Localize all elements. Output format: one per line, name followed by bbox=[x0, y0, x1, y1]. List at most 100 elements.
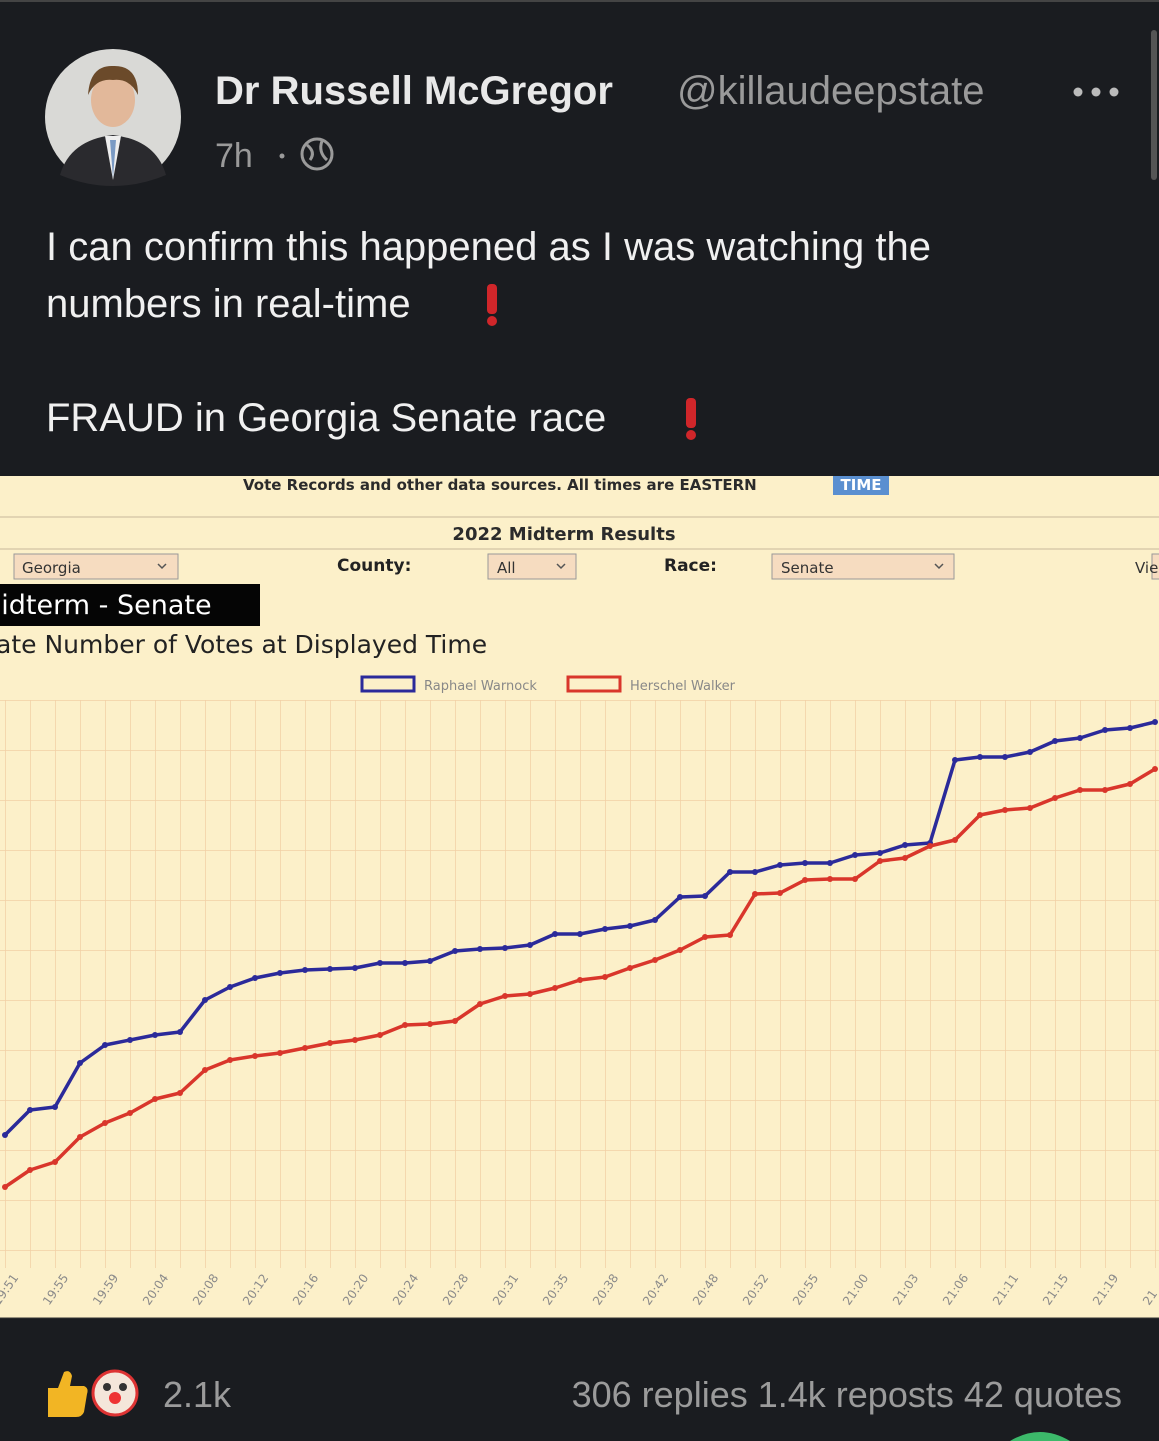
data-point bbox=[1052, 795, 1058, 801]
data-point bbox=[377, 960, 383, 966]
race-label: Race: bbox=[664, 556, 717, 576]
data-point bbox=[402, 960, 408, 966]
data-point bbox=[927, 843, 933, 849]
data-point bbox=[127, 1037, 133, 1043]
data-point bbox=[1102, 727, 1108, 733]
county-select[interactable] bbox=[487, 553, 577, 580]
data-point bbox=[677, 947, 683, 953]
heading: 2022 Midterm Results bbox=[452, 524, 675, 545]
county-label: County: bbox=[337, 556, 411, 576]
data-point bbox=[877, 858, 883, 864]
more-menu[interactable] bbox=[1073, 87, 1119, 97]
legend: Raphael Warnock Herschel Walker bbox=[360, 675, 736, 694]
data-point bbox=[577, 931, 583, 937]
quotes[interactable]: 42 quotes bbox=[964, 1374, 1122, 1415]
data-point bbox=[852, 876, 858, 882]
reposts[interactable]: 1.4k reposts bbox=[758, 1374, 954, 1415]
data-point bbox=[777, 862, 783, 868]
data-point bbox=[302, 967, 308, 973]
data-point bbox=[627, 923, 633, 929]
data-point bbox=[227, 984, 233, 990]
data-point bbox=[2, 1184, 8, 1190]
post-text-line: FRAUD in Georgia Senate race bbox=[46, 396, 606, 440]
data-point bbox=[627, 965, 633, 971]
data-point bbox=[902, 842, 908, 848]
chart-image[interactable]: Vote Records and other data sources. All… bbox=[0, 476, 1159, 1318]
data-point bbox=[102, 1042, 108, 1048]
data-point bbox=[727, 932, 733, 938]
data-point bbox=[1052, 738, 1058, 744]
source-note-tag: TIME bbox=[841, 476, 882, 494]
data-point bbox=[852, 852, 858, 858]
post-text-line: I can confirm this happened as I was wat… bbox=[46, 225, 931, 269]
data-point bbox=[427, 958, 433, 964]
reaction-icons[interactable] bbox=[48, 1369, 139, 1417]
author-handle[interactable]: @killaudeepstate bbox=[677, 69, 984, 113]
data-point bbox=[552, 931, 558, 937]
exclamation-icon bbox=[686, 398, 696, 440]
data-point bbox=[77, 1060, 83, 1066]
data-point bbox=[652, 917, 658, 923]
data-point bbox=[477, 946, 483, 952]
data-point bbox=[752, 891, 758, 897]
data-point bbox=[702, 893, 708, 899]
state-select[interactable] bbox=[13, 553, 179, 580]
data-point bbox=[377, 1032, 383, 1038]
data-point bbox=[177, 1029, 183, 1035]
data-point bbox=[277, 970, 283, 976]
data-point bbox=[677, 894, 683, 900]
data-point bbox=[102, 1120, 108, 1126]
data-point bbox=[202, 997, 208, 1003]
x-tick-label: 21 bbox=[1140, 1287, 1159, 1308]
exclamation-icon bbox=[487, 284, 497, 326]
data-point bbox=[302, 1045, 308, 1051]
data-point bbox=[327, 1040, 333, 1046]
data-point bbox=[952, 757, 958, 763]
data-point bbox=[1152, 766, 1158, 772]
data-point bbox=[202, 1067, 208, 1073]
legend-swatch bbox=[360, 675, 416, 693]
data-point bbox=[502, 993, 508, 999]
data-point bbox=[1127, 781, 1133, 787]
data-point bbox=[1027, 749, 1033, 755]
reaction-count[interactable]: 2.1k bbox=[163, 1374, 232, 1415]
data-point bbox=[827, 860, 833, 866]
data-point bbox=[27, 1107, 33, 1113]
grid bbox=[0, 700, 1159, 1268]
replies[interactable]: 306 replies bbox=[572, 1374, 748, 1415]
data-point bbox=[902, 855, 908, 861]
select-arrows bbox=[157, 563, 944, 570]
post-time: 7h bbox=[215, 137, 253, 175]
data-point bbox=[502, 945, 508, 951]
legend-label: Herschel Walker bbox=[630, 679, 736, 694]
data-point bbox=[752, 869, 758, 875]
data-point bbox=[252, 1053, 258, 1059]
data-point bbox=[977, 754, 983, 760]
data-point bbox=[52, 1104, 58, 1110]
data-point bbox=[577, 977, 583, 983]
data-point bbox=[427, 1021, 433, 1027]
data-point bbox=[2, 1132, 8, 1138]
data-point bbox=[77, 1134, 83, 1140]
data-point bbox=[977, 812, 983, 818]
data-point bbox=[702, 934, 708, 940]
race-select[interactable] bbox=[771, 553, 955, 580]
data-point bbox=[777, 890, 783, 896]
chart-subtitle: ate Number of Votes at Displayed Time bbox=[0, 630, 487, 659]
data-point bbox=[352, 1037, 358, 1043]
avatar[interactable] bbox=[45, 49, 181, 186]
tag-box bbox=[833, 476, 889, 495]
data-point bbox=[877, 850, 883, 856]
data-point bbox=[827, 876, 833, 882]
scrollbar bbox=[1151, 30, 1157, 180]
author-name[interactable]: Dr Russell McGregor bbox=[215, 69, 613, 113]
data-point bbox=[527, 991, 533, 997]
view-select[interactable] bbox=[1151, 553, 1159, 580]
data-point bbox=[227, 1057, 233, 1063]
data-point bbox=[1102, 787, 1108, 793]
race-select-value: Senate bbox=[781, 559, 834, 577]
data-point bbox=[327, 966, 333, 972]
post-stats[interactable]: 306 replies 1.4k reposts 42 quotes bbox=[572, 1374, 1122, 1415]
partial-button[interactable] bbox=[1010, 1432, 1070, 1441]
